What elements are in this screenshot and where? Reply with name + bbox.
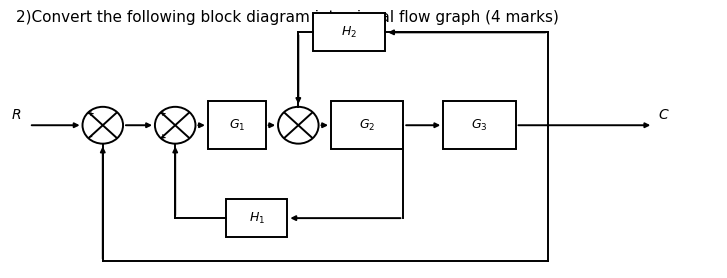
Bar: [313, 13, 385, 51]
Text: $G_{3}$: $G_{3}$: [471, 118, 488, 133]
Text: $C$: $C$: [658, 108, 670, 122]
Text: $R$: $R$: [11, 108, 21, 122]
Text: $H_{2}$: $H_{2}$: [341, 25, 357, 40]
Text: 2)Convert the following block diagram into signal flow graph (4 marks): 2)Convert the following block diagram in…: [16, 10, 559, 25]
Text: $G_{1}$: $G_{1}$: [228, 118, 245, 133]
Text: $G_{2}$: $G_{2}$: [359, 118, 375, 133]
Text: +: +: [159, 109, 167, 118]
Ellipse shape: [82, 107, 123, 144]
Text: $H_{1}$: $H_{1}$: [249, 210, 265, 226]
Bar: [331, 101, 403, 149]
Bar: [226, 199, 287, 237]
Text: +: +: [159, 133, 167, 142]
Text: -: -: [89, 133, 92, 142]
Ellipse shape: [278, 107, 318, 144]
Bar: [208, 101, 266, 149]
Text: +: +: [87, 109, 95, 118]
Bar: [443, 101, 515, 149]
Ellipse shape: [155, 107, 196, 144]
